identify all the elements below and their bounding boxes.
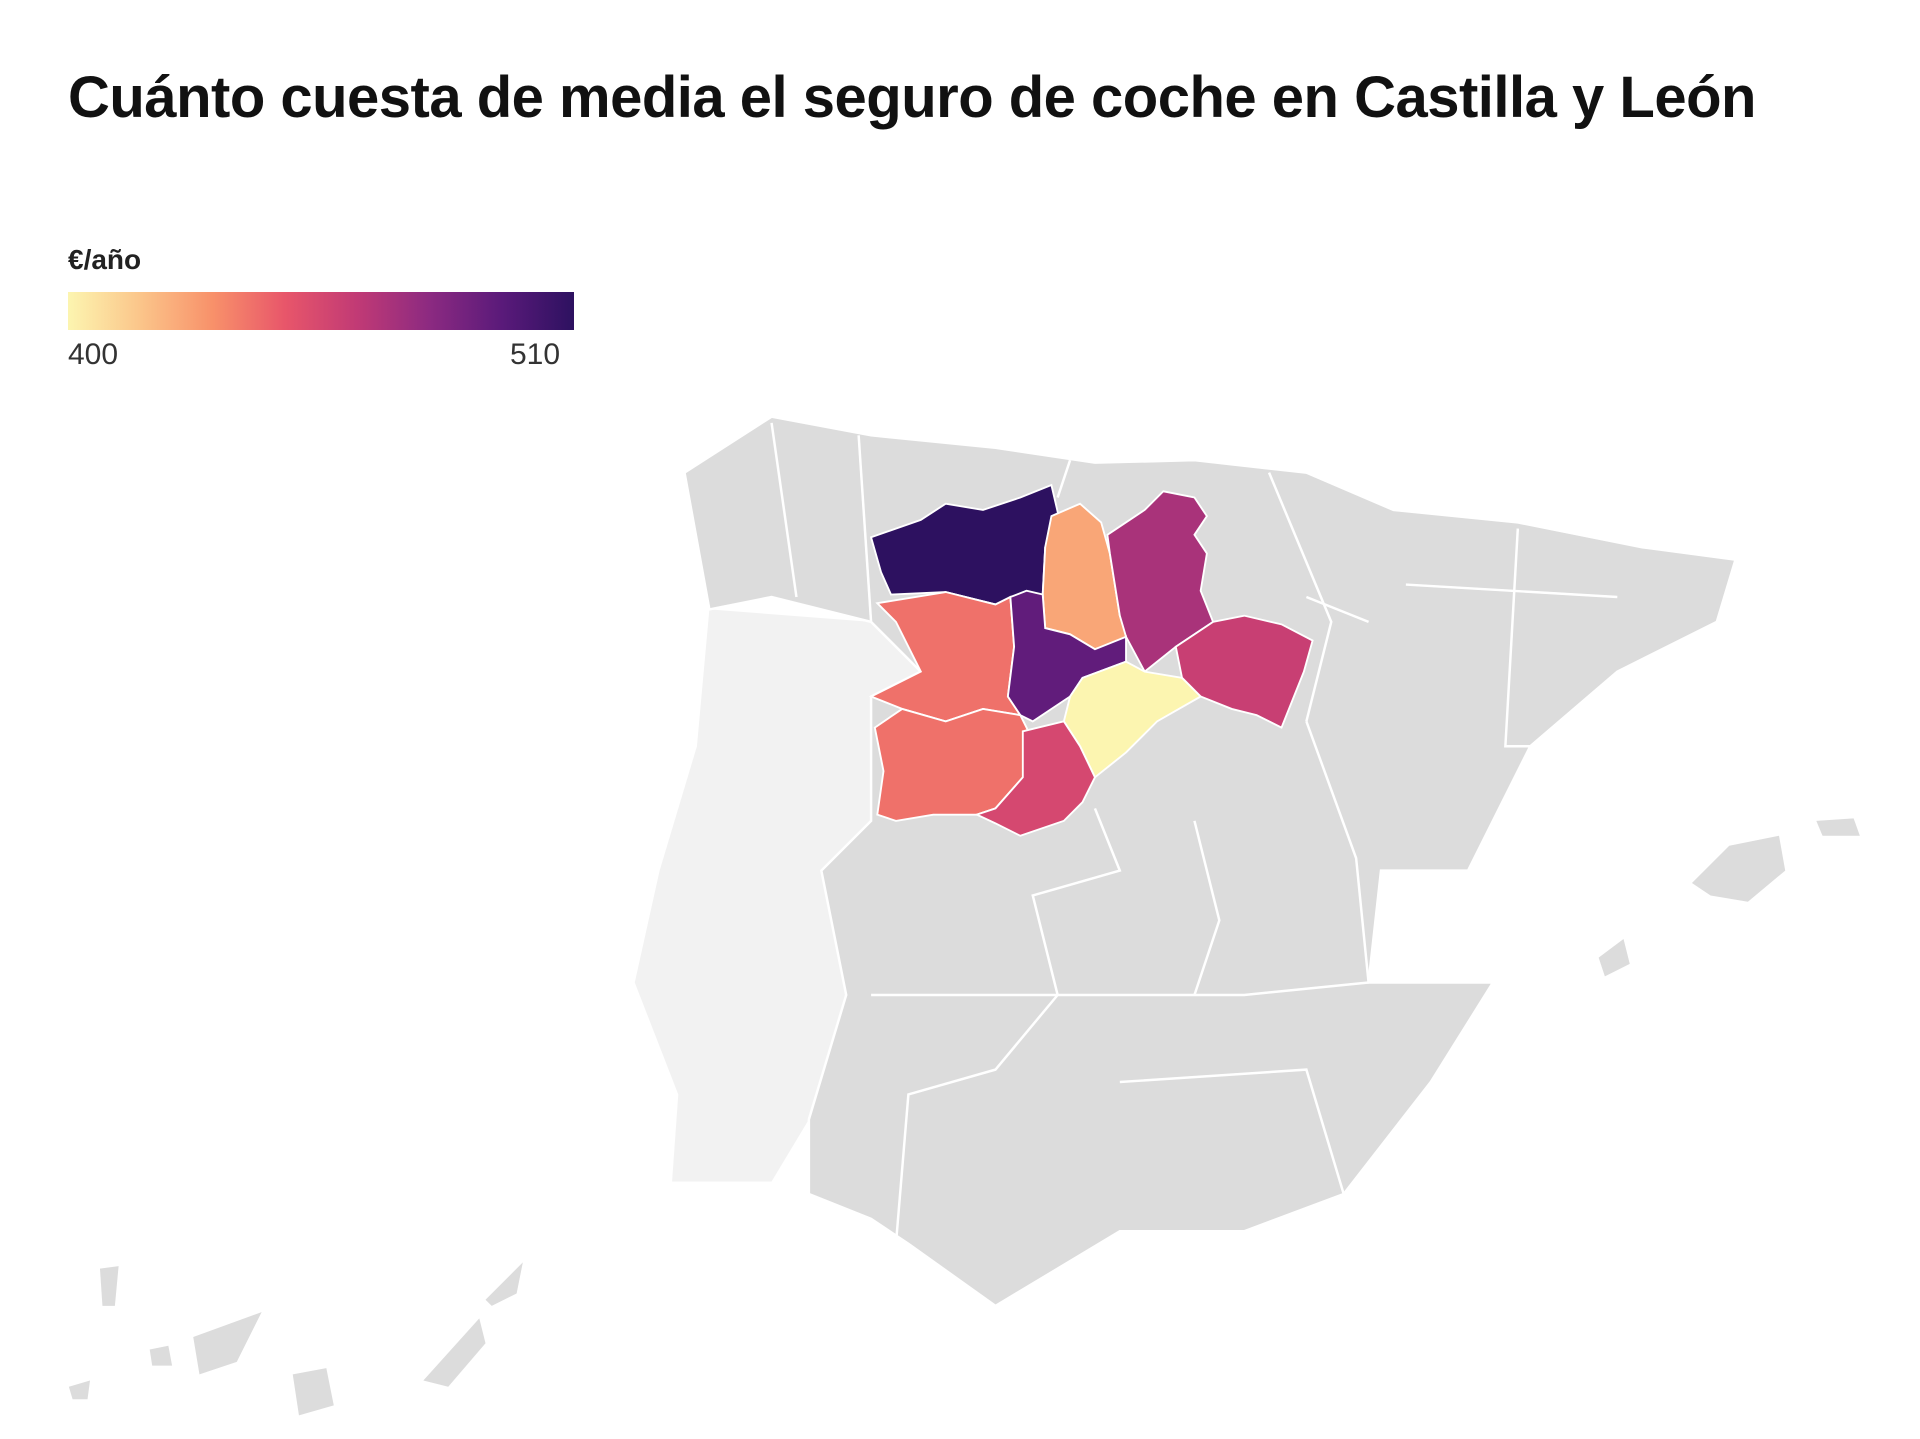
menorca-shape — [1816, 818, 1860, 836]
legend-max-label: 510 — [510, 338, 561, 371]
canary-islands — [68, 1262, 523, 1416]
portugal-shape — [634, 609, 921, 1182]
legend-min-label: 400 — [68, 338, 119, 371]
legend-unit-label: €/año — [68, 244, 142, 275]
mallorca-shape — [1691, 835, 1786, 902]
region-borders — [770, 422, 1618, 1244]
province-burgos[interactable] — [1106, 490, 1215, 674]
map-title: Cuánto cuesta de media el seguro de coch… — [68, 65, 1756, 130]
legend-color-scale — [68, 292, 574, 330]
province-avila[interactable] — [974, 720, 1096, 837]
ibiza-shape — [1598, 939, 1630, 977]
spain-shape — [683, 415, 1738, 1308]
